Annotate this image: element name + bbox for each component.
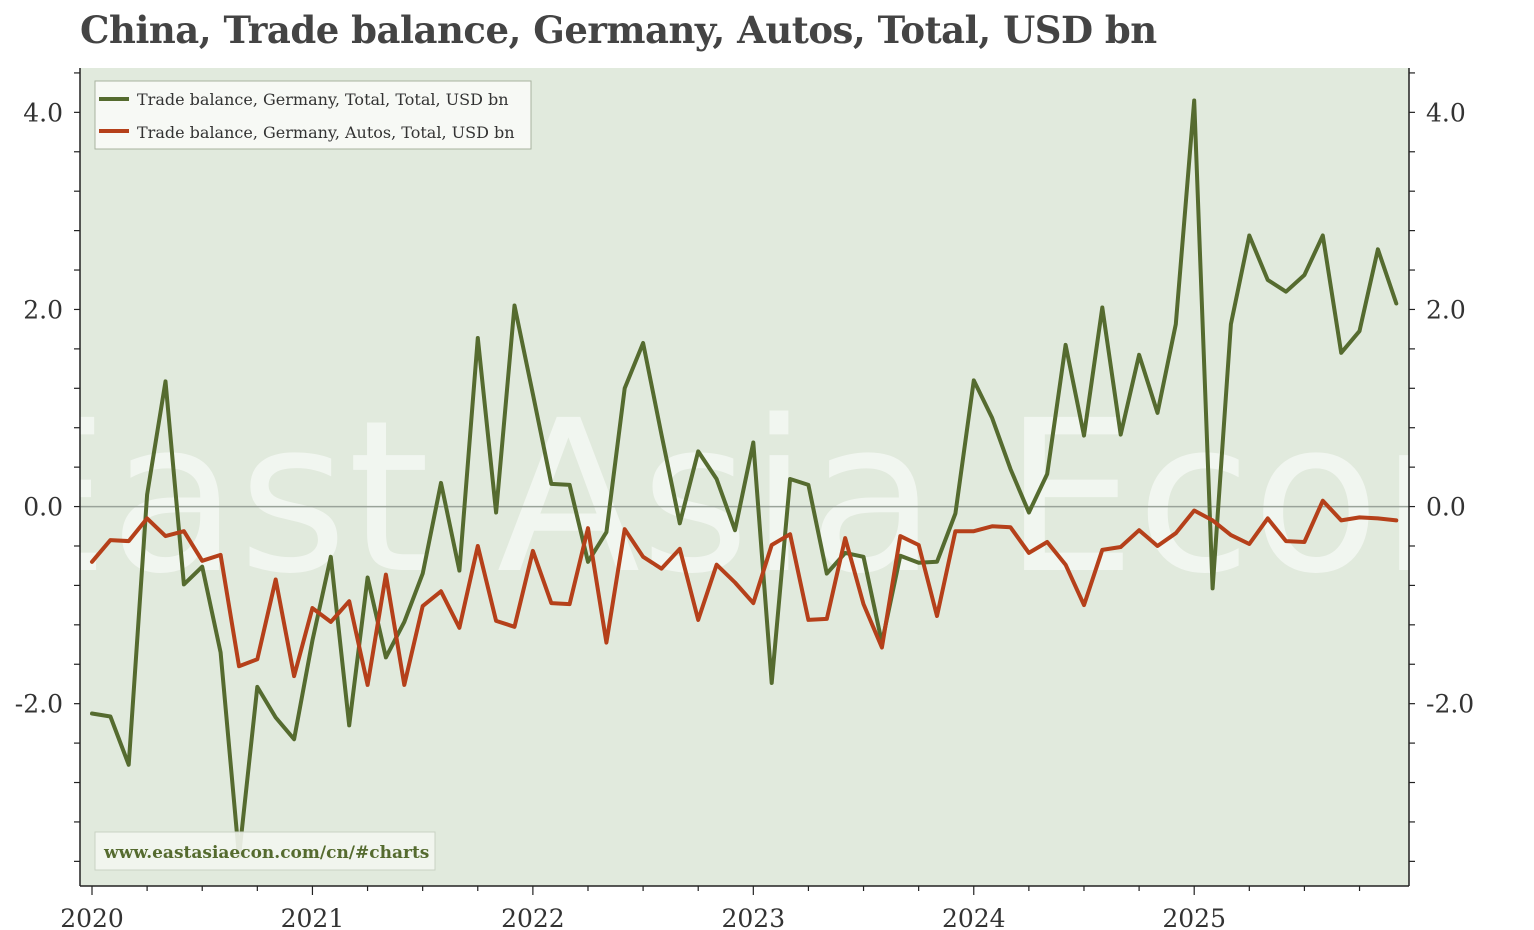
y-tick-label-right: 0.0: [1426, 493, 1466, 522]
y-tick-label-left: -2.0: [15, 690, 63, 719]
y-tick-label-right: -2.0: [1426, 690, 1474, 719]
series-line-total: [90, 98, 1399, 859]
source-box-bg: [94, 831, 436, 871]
chart-title: China, Trade balance, Germany, Autos, To…: [80, 8, 1157, 52]
legend-label-total: Trade balance, Germany, Total, Total, US…: [137, 90, 509, 109]
legend-box: [94, 80, 532, 150]
x-tick-label: 2021: [281, 904, 345, 930]
axes: [79, 68, 1410, 887]
source-link: www.eastasiaecon.com/cn/#charts: [103, 843, 429, 863]
series-line-autos: [90, 498, 1399, 687]
y-tick-label-right: 2.0: [1426, 295, 1466, 324]
ticks: 4.0 4.0 2.0 2.0 0.0 0.0 -2.0 -2.0 2020 2021 2022 20…: [15, 72, 1474, 930]
source-box: www.eastasiaecon.com/cn/#charts: [94, 831, 436, 871]
y-tick-label-left: 2.0: [23, 295, 63, 324]
legend: Trade balance, Germany, Total, Total, US…: [94, 80, 532, 150]
legend-label-autos: Trade balance, Germany, Autos, Total, US…: [137, 123, 515, 142]
x-tick-label: 2023: [722, 904, 786, 930]
x-tick-label: 2022: [501, 904, 565, 930]
series-layer: [90, 98, 1399, 859]
x-tick-label: 2025: [1162, 904, 1226, 930]
x-tick-label: 2020: [60, 904, 124, 930]
x-tick-label: 2024: [942, 904, 1006, 930]
y-tick-label-left: 4.0: [23, 98, 63, 127]
y-tick-label-right: 4.0: [1426, 98, 1466, 127]
y-tick-label-left: 0.0: [23, 493, 63, 522]
